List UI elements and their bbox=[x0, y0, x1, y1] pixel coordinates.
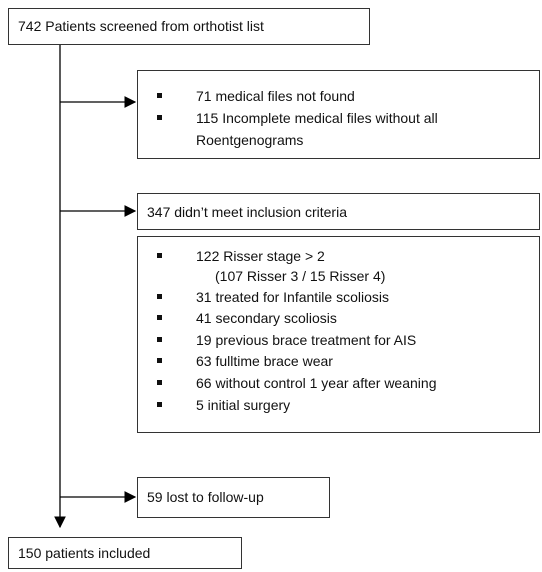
exclusion-item: 71 medical files not found bbox=[196, 88, 355, 104]
exclusion-item: 66 without control 1 year after weaning bbox=[196, 375, 437, 391]
exclusion-item: 115 Incomplete medical files without all bbox=[196, 110, 438, 126]
exclusion-item: (107 Risser 3 / 15 Risser 4) bbox=[215, 268, 386, 284]
exclusion-title: 347 didn’t meet inclusion criteria bbox=[147, 204, 347, 220]
bullet bbox=[157, 253, 162, 258]
bullet bbox=[157, 315, 162, 320]
end-label: 150 patients included bbox=[18, 545, 151, 561]
exclusion-title: 59 lost to follow-up bbox=[147, 489, 264, 505]
exclusion-item: 19 previous brace treatment for AIS bbox=[196, 332, 417, 348]
bullet bbox=[157, 115, 162, 120]
exclusion-title-box bbox=[137, 193, 540, 230]
exclusion-item: 122 Risser stage > 2 bbox=[196, 248, 325, 264]
start-label: 742 Patients screened from orthotist lis… bbox=[18, 18, 264, 34]
bullet bbox=[157, 402, 162, 407]
exclusion-box bbox=[137, 70, 540, 159]
exclusion-item: Roentgenograms bbox=[196, 132, 304, 148]
exclusion-title-box bbox=[137, 477, 330, 518]
bullet bbox=[157, 358, 162, 363]
exclusion-item: 41 secondary scoliosis bbox=[196, 310, 337, 326]
bullet bbox=[157, 380, 162, 385]
exclusion-item: 5 initial surgery bbox=[196, 397, 291, 413]
bullet bbox=[157, 337, 162, 342]
bullet bbox=[157, 93, 162, 98]
exclusion-item: 31 treated for Infantile scoliosis bbox=[196, 289, 389, 305]
exclusion-box bbox=[137, 236, 540, 433]
end-box bbox=[8, 537, 242, 569]
bullet bbox=[157, 294, 162, 299]
exclusion-item: 63 fulltime brace wear bbox=[196, 353, 333, 369]
start-box bbox=[8, 8, 370, 45]
